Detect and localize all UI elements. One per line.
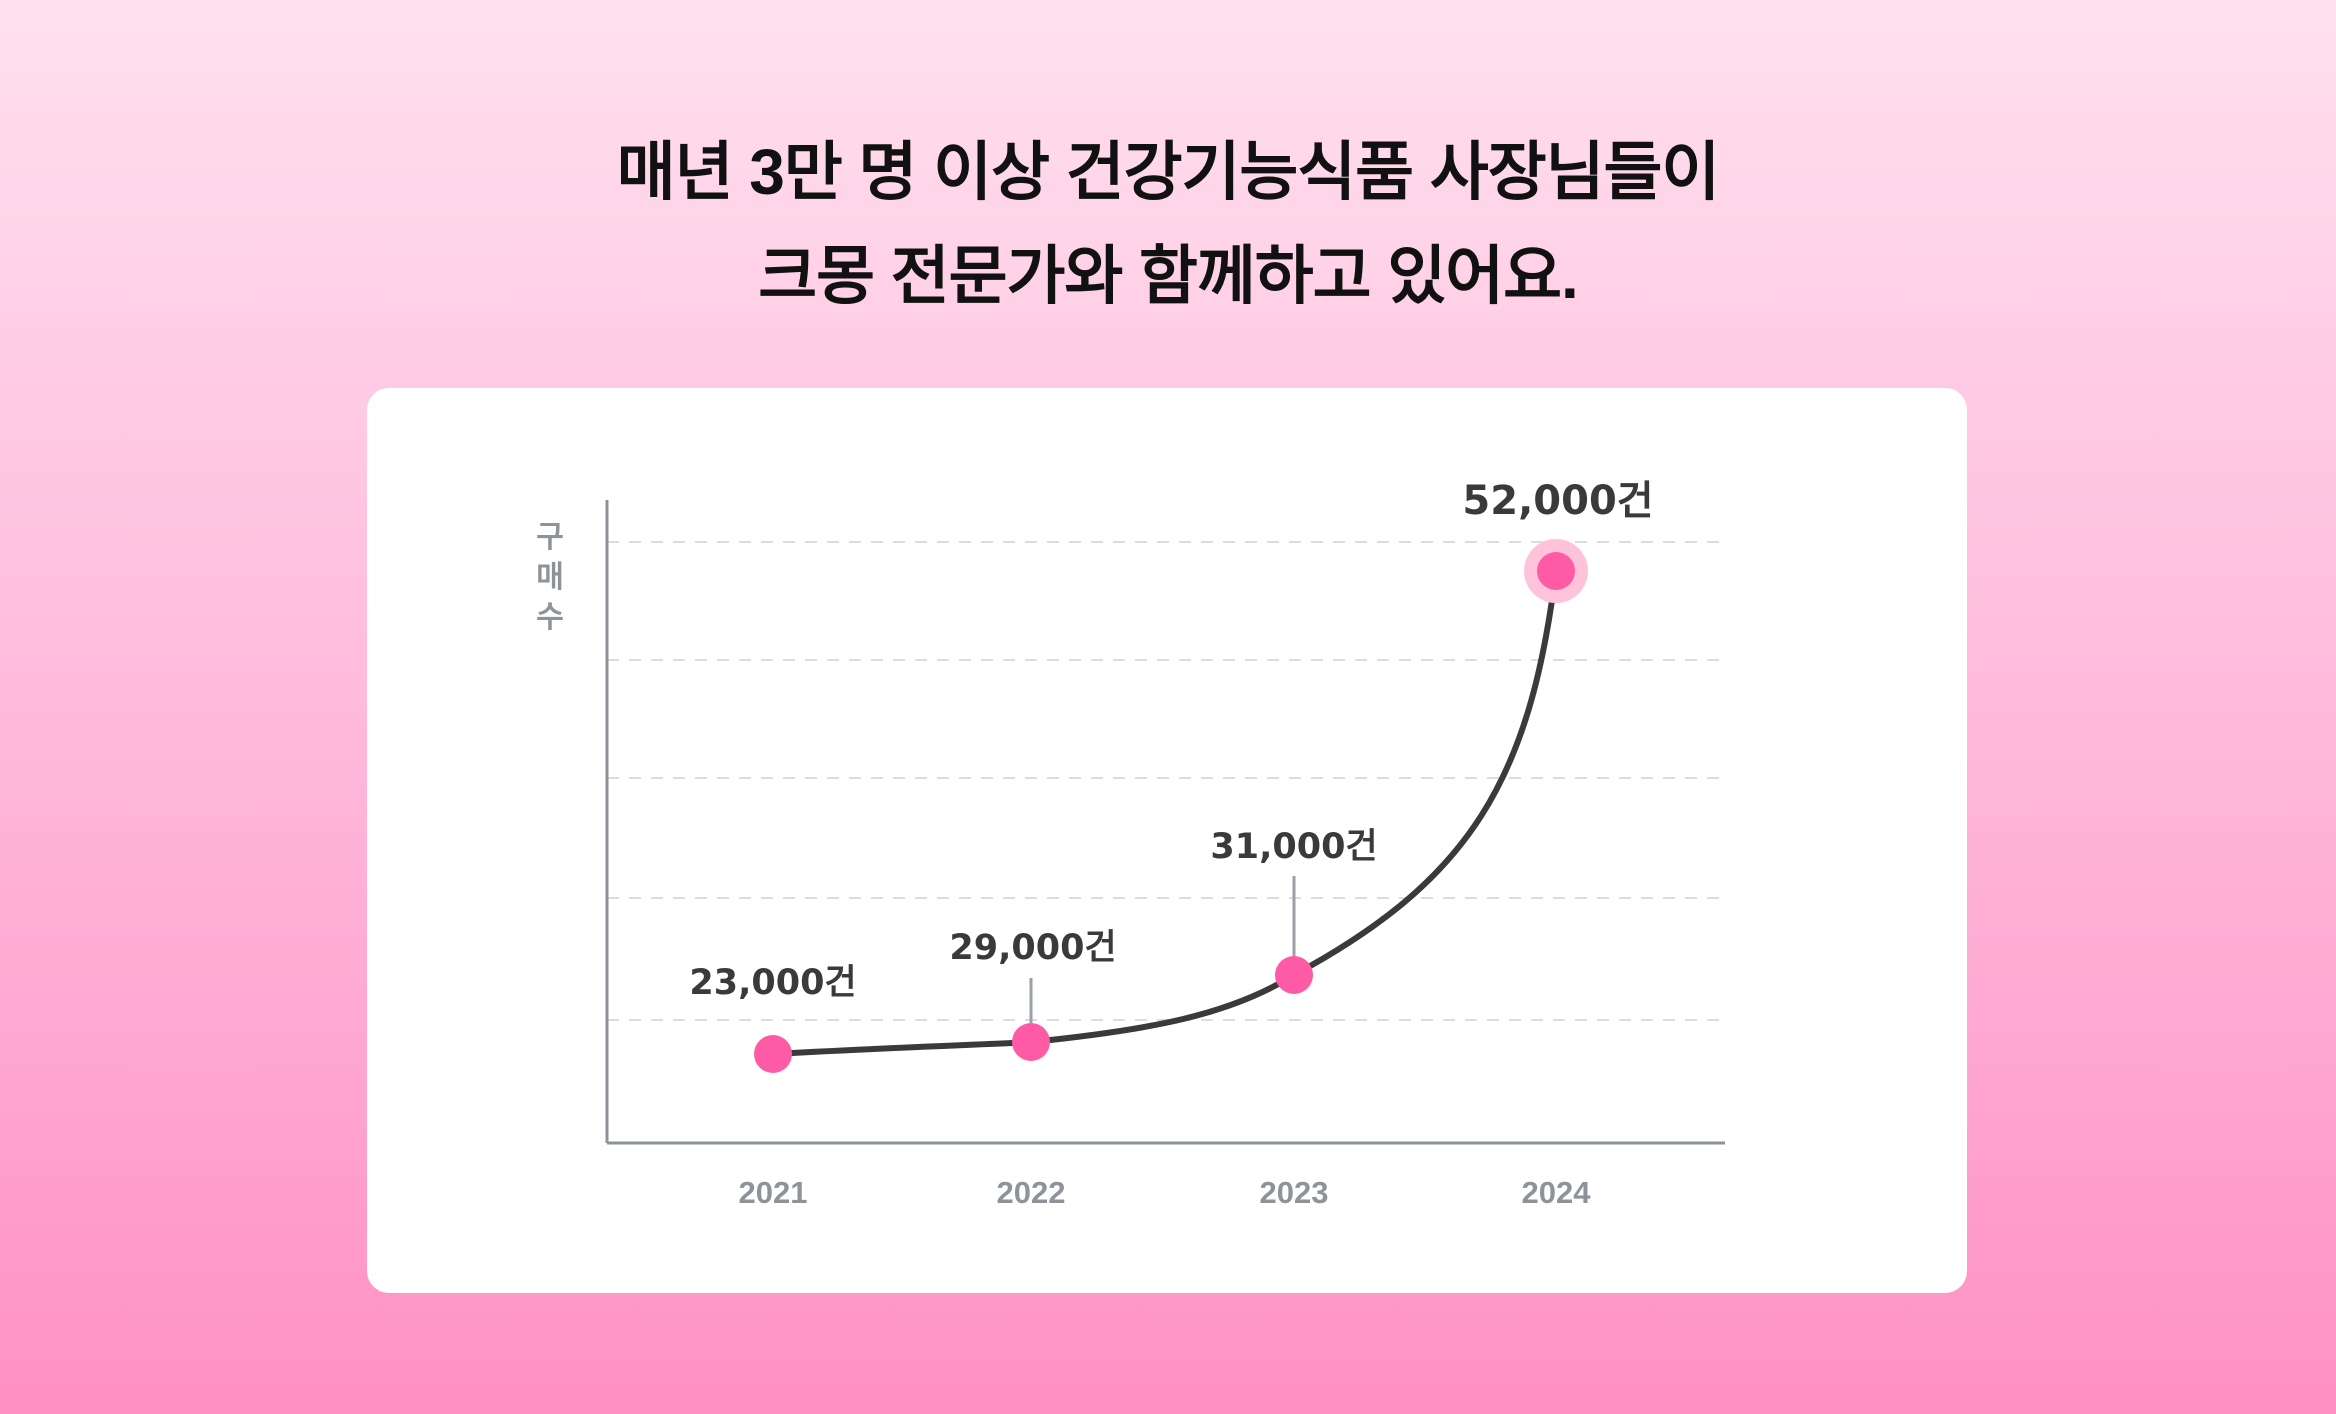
data-label: 31,000건 <box>1210 827 1377 867</box>
x-tick-label: 2023 <box>1260 1175 1329 1210</box>
x-tick-label: 2022 <box>997 1175 1066 1210</box>
headline-line-2: 크몽 전문가와 함께하고 있어요. <box>758 240 1579 312</box>
data-label: 23,000건 <box>689 963 856 1003</box>
x-tick-label: 2024 <box>1522 1175 1592 1210</box>
headline: 매년 3만 명 이상 건강기능식품 사장님들이 크몽 전문가와 함께하고 있어요… <box>0 120 2336 328</box>
label-leaders <box>1029 876 1296 1023</box>
headline-line-1: 매년 3만 명 이상 건강기능식품 사장님들이 <box>616 136 1720 208</box>
data-labels: 23,000건 29,000건 31,000건 52,000건 <box>689 478 1653 1003</box>
data-point <box>754 1035 792 1073</box>
data-point <box>1012 1023 1050 1061</box>
data-point <box>1537 552 1575 590</box>
x-tick-label: 2021 <box>739 1175 808 1210</box>
data-label: 52,000건 <box>1462 478 1653 524</box>
x-tick-labels: 2021 2022 2023 2024 <box>739 1175 1592 1210</box>
data-points <box>754 539 1588 1073</box>
y-axis-label: 구매수 <box>536 520 564 635</box>
series-line <box>770 568 1559 1057</box>
data-point <box>1275 956 1313 994</box>
data-label: 29,000건 <box>949 928 1116 968</box>
grid-lines <box>607 541 1725 1021</box>
